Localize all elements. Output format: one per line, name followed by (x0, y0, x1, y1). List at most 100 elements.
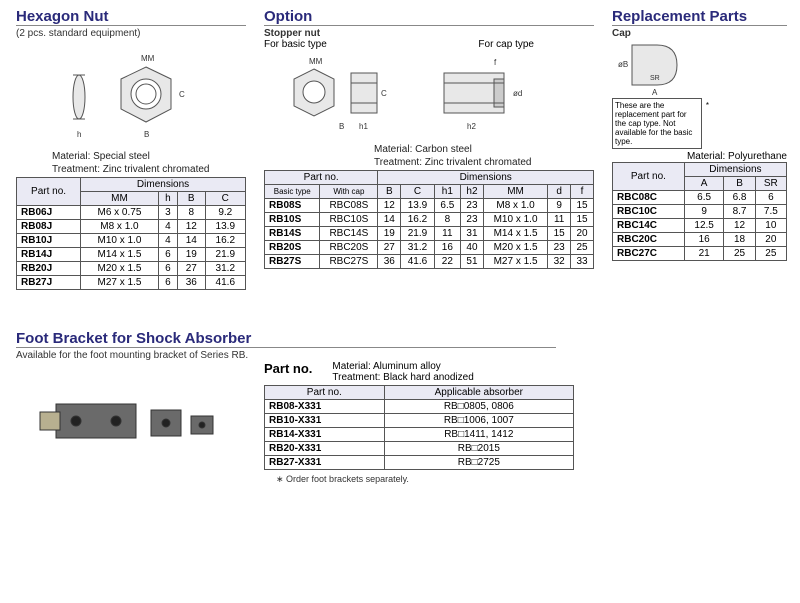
table-cell: 12 (724, 219, 755, 233)
hex-th-dim: Dimensions (81, 178, 246, 192)
option-table: Part no. Dimensions Basic type With cap … (264, 170, 594, 269)
table-cell: RBC14S (320, 227, 378, 241)
opt-th-f: f (571, 185, 594, 199)
table-cell: RB20S (265, 241, 320, 255)
table-cell: M27 x 1.5 (483, 255, 547, 269)
table-cell: RB27-X331 (265, 456, 385, 470)
table-cell: RB□2015 (384, 442, 573, 456)
table-cell: RBC08C (613, 191, 685, 205)
table-cell: RB27J (17, 276, 81, 290)
table-cell: 23 (548, 241, 571, 255)
table-cell: 22 (434, 255, 460, 269)
foot-footnote: ∗ Order foot brackets separately. (276, 474, 784, 485)
opt-th-bt: Basic type (265, 185, 320, 199)
table-cell: 16 (434, 241, 460, 255)
table-cell: 31.2 (401, 241, 434, 255)
table-cell: 16 (684, 233, 724, 247)
opt-th-dim: Dimensions (378, 171, 594, 185)
table-cell: RBC10S (320, 213, 378, 227)
table-cell: RBC20S (320, 241, 378, 255)
foot-bracket-section: Foot Bracket for Shock Absorber Availabl… (16, 330, 784, 485)
svg-text:A: A (652, 88, 658, 95)
foot-material: Material: Aluminum alloy (332, 361, 473, 372)
hexagon-table: Part no. Dimensions MM h B C RB06JM6 x 0… (16, 177, 246, 290)
table-cell: 16.2 (205, 234, 245, 248)
table-cell: RB06J (17, 206, 81, 220)
table-cell: RBC27C (613, 247, 685, 261)
table-cell: RB08-X331 (265, 400, 385, 414)
table-cell: 21.9 (205, 248, 245, 262)
opt-th-h2: h2 (461, 185, 484, 199)
table-cell: 12.5 (684, 219, 724, 233)
table-cell: M14 x 1.5 (81, 248, 159, 262)
foot-subtitle: Available for the foot mounting bracket … (16, 350, 784, 361)
hex-material: Material: Special steel (52, 151, 246, 162)
option-diagram: MM h1 C B f h2 ød (264, 50, 594, 142)
option-basic-label: For basic type (264, 39, 327, 50)
table-cell: 32 (548, 255, 571, 269)
table-cell: RB08S (265, 199, 320, 213)
svg-text:C: C (381, 89, 387, 98)
opt-treatment: Treatment: Zinc trivalent chromated (374, 157, 594, 168)
table-cell: RB27S (265, 255, 320, 269)
table-cell: 20 (755, 233, 786, 247)
table-cell: M6 x 0.75 (81, 206, 159, 220)
table-cell: RB10J (17, 234, 81, 248)
table-cell: 40 (461, 241, 484, 255)
repl-note: These are the replacement part for the c… (612, 98, 702, 149)
table-cell: 6 (158, 248, 177, 262)
table-cell: 6.5 (684, 191, 724, 205)
table-cell: 41.6 (205, 276, 245, 290)
table-cell: 31 (461, 227, 484, 241)
repl-th-a: A (684, 177, 724, 191)
table-cell: RBC08S (320, 199, 378, 213)
svg-text:B: B (144, 130, 149, 139)
table-cell: 25 (571, 241, 594, 255)
table-cell: RB20-X331 (265, 442, 385, 456)
table-cell: 31.2 (205, 262, 245, 276)
repl-th-dim: Dimensions (684, 163, 786, 177)
table-cell: 6.8 (724, 191, 755, 205)
table-cell: RBC27S (320, 255, 378, 269)
table-cell: 16.2 (401, 213, 434, 227)
svg-text:h2: h2 (467, 122, 476, 131)
table-cell: 21 (684, 247, 724, 261)
table-cell: M8 x 1.0 (81, 220, 159, 234)
table-cell: 19 (177, 248, 205, 262)
table-cell: RBC20C (613, 233, 685, 247)
svg-text:øB: øB (618, 60, 628, 69)
hex-th-h: h (158, 192, 177, 206)
table-cell: 12 (177, 220, 205, 234)
hex-th-b: B (177, 192, 205, 206)
table-cell: 15 (571, 213, 594, 227)
table-cell: M20 x 1.5 (81, 262, 159, 276)
table-cell: M8 x 1.0 (483, 199, 547, 213)
table-cell: 51 (461, 255, 484, 269)
hexagon-nut-section: Hexagon Nut (2 pcs. standard equipment) … (16, 8, 246, 290)
table-cell: 6.5 (434, 199, 460, 213)
repl-title: Replacement Parts (612, 8, 787, 26)
option-cap-label: For cap type (478, 39, 534, 50)
table-cell: RB10S (265, 213, 320, 227)
table-cell: 6 (755, 191, 786, 205)
table-cell: 33 (571, 255, 594, 269)
table-cell: 13.9 (205, 220, 245, 234)
opt-th-wc: With cap (320, 185, 378, 199)
table-cell: 25 (755, 247, 786, 261)
table-cell: 4 (158, 220, 177, 234)
table-cell: 4 (158, 234, 177, 248)
foot-partno-label: Part no. (264, 361, 312, 383)
svg-text:ød: ød (513, 89, 522, 98)
table-cell: 8 (434, 213, 460, 227)
cap-diagram-area: øB SR A These are the replacement part f… (612, 39, 787, 149)
opt-th-d: d (548, 185, 571, 199)
table-cell: 27 (177, 262, 205, 276)
table-cell: 18 (724, 233, 755, 247)
table-cell: 36 (177, 276, 205, 290)
option-title: Option (264, 8, 594, 26)
table-cell: 15 (548, 227, 571, 241)
table-cell: M14 x 1.5 (483, 227, 547, 241)
repl-th-part: Part no. (613, 163, 685, 191)
table-cell: 23 (461, 199, 484, 213)
repl-th-sr: SR (755, 177, 786, 191)
